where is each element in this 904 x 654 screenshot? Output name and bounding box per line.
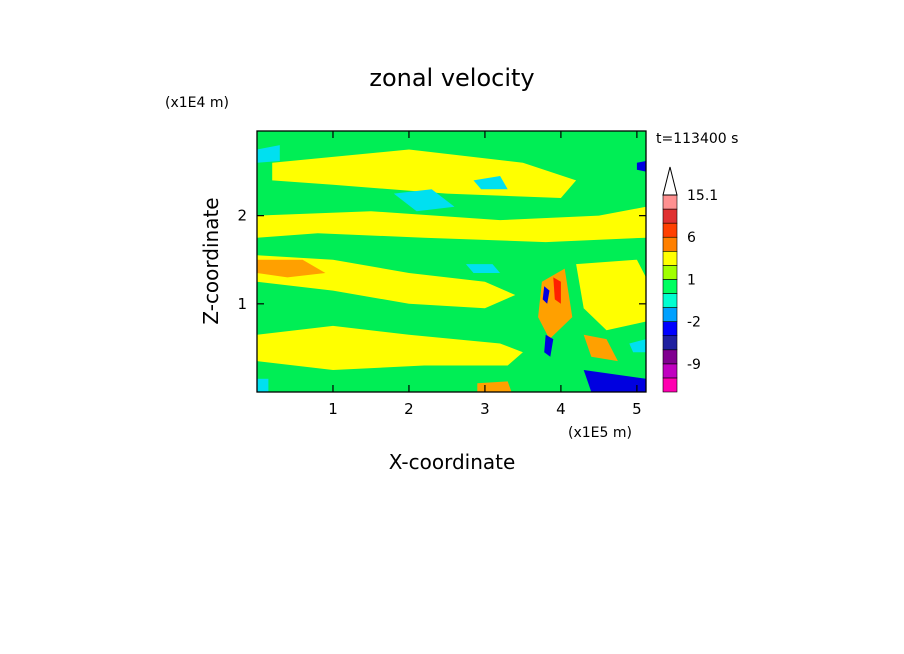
field-region-blue: [636, 161, 646, 172]
field-region-blue: [544, 334, 554, 357]
colorbar-tick-label: 6: [687, 230, 696, 246]
field-region-blue: [542, 286, 550, 304]
plot-axes: 1 2 3 4 5 1 2: [237, 130, 647, 418]
field-region-orange: [257, 259, 326, 278]
x-axis-label: X-coordinate: [389, 450, 516, 474]
field-region-orange: [477, 381, 512, 392]
field-region-yellow: [257, 206, 646, 243]
colorbar-segment: [662, 335, 678, 351]
field-region-cyan: [257, 145, 280, 163]
x-tick-label: 3: [480, 400, 490, 418]
y-scale-label: (x1E4 m): [165, 95, 229, 111]
colorbar: 15.1 6 1 -2 -9: [662, 166, 718, 393]
field-region-yellow: [257, 325, 523, 370]
colorbar-segment: [662, 236, 678, 252]
colorbar-tick-label: -9: [687, 357, 701, 373]
colorbar-segment: [662, 250, 678, 266]
y-tick-label: 2: [237, 207, 247, 225]
field-region-cyan: [257, 378, 269, 392]
colorbar-segment: [662, 208, 678, 224]
colorbar-segment: [662, 293, 678, 308]
colorbar-segment: [662, 307, 678, 322]
colorbar-extend-arrow: [662, 166, 678, 196]
colorbar-segment: [662, 321, 678, 337]
field-region-red: [553, 277, 561, 304]
y-axis-label: Z-coordinate: [199, 197, 223, 324]
colorbar-segment: [662, 194, 678, 210]
x-scale-label: (x1E5 m): [568, 425, 632, 441]
colorbar-segment: [662, 349, 678, 365]
field-region-cyan: [465, 264, 501, 273]
plot-frame: [256, 130, 647, 393]
field-region-cyan: [473, 176, 508, 190]
field-region-orange: [583, 334, 618, 362]
field-region-yellow: [257, 255, 516, 309]
colorbar-tick-label: 15.1: [687, 188, 718, 204]
chart-title: zonal velocity: [369, 64, 534, 92]
colorbar-segment: [662, 377, 678, 393]
colorbar-segment: [662, 222, 678, 238]
colorbar-tick-label: 1: [687, 272, 696, 288]
colorbar-tick-label: -2: [687, 315, 701, 331]
field-region-orange: [538, 268, 573, 340]
x-tick-label: 2: [404, 400, 414, 418]
x-tick-label: 1: [328, 400, 338, 418]
x-tick-label: 5: [632, 400, 642, 418]
velocity-field: [257, 145, 646, 392]
field-region-cyan: [629, 339, 646, 353]
time-label: t=113400 s: [656, 131, 738, 147]
colorbar-segment: [662, 363, 678, 379]
x-tick-label: 4: [556, 400, 566, 418]
y-tick-label: 1: [237, 295, 247, 313]
field-region-blue: [583, 370, 646, 392]
field-region-yellow: [576, 259, 646, 331]
field-region-cyan: [393, 189, 455, 212]
colorbar-segment: [662, 279, 678, 294]
colorbar-segment: [662, 265, 678, 280]
